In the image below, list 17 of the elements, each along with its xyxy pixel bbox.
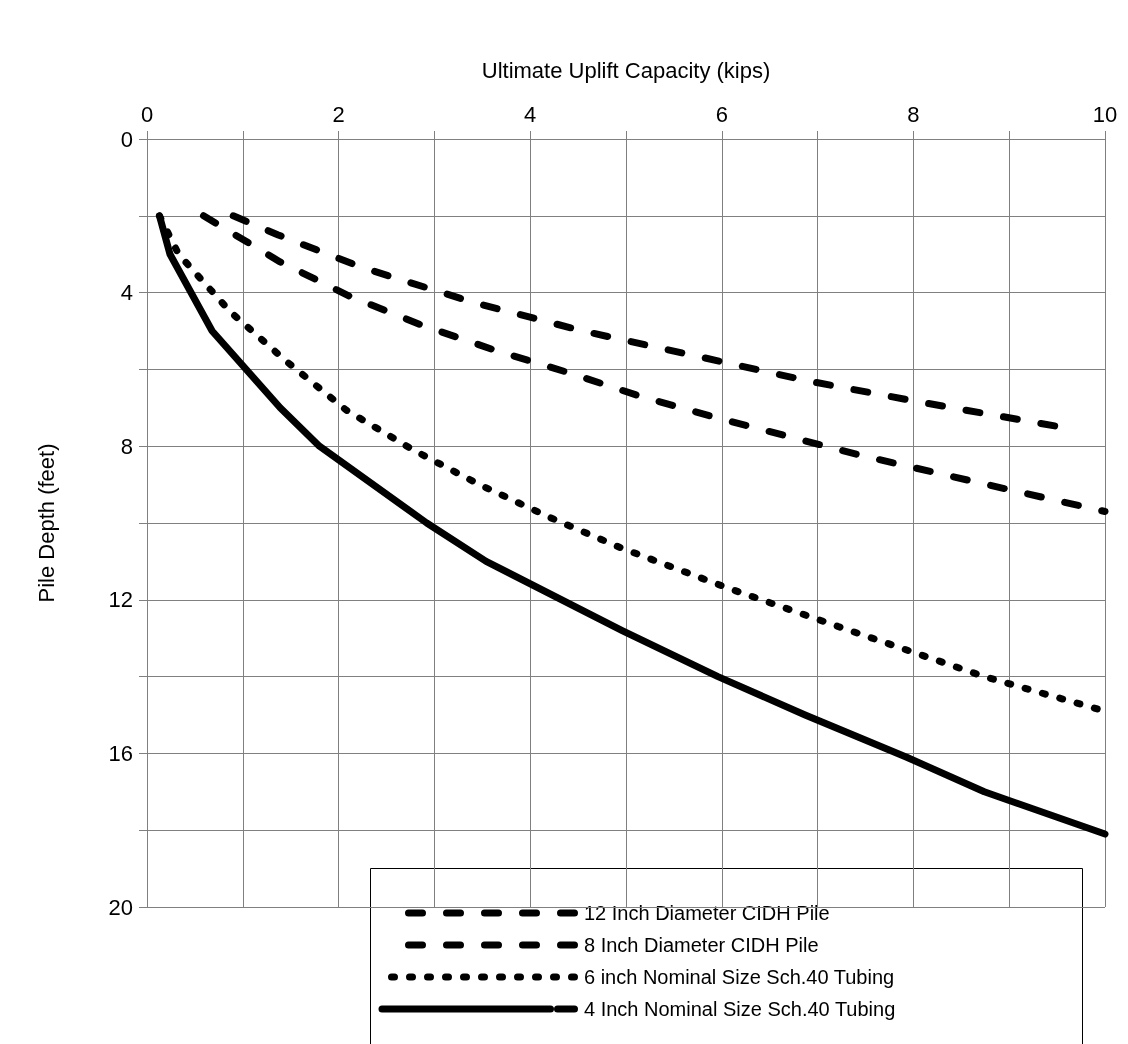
x-tick-label: 10 bbox=[1092, 101, 1118, 127]
y-tick-label: 4 bbox=[120, 280, 133, 306]
y-tick-label: 20 bbox=[108, 894, 133, 920]
y-tick-label: 8 bbox=[120, 433, 133, 459]
y-tick-label: 12 bbox=[108, 587, 133, 613]
x-tick-label: 2 bbox=[332, 101, 345, 127]
x-axis-title: Ultimate Uplift Capacity (kips) bbox=[481, 57, 771, 83]
legend-label: 8 Inch Diameter CIDH Pile bbox=[584, 934, 819, 956]
y-tick-label: 16 bbox=[108, 740, 133, 766]
legend-label: 4 Inch Nominal Size Sch.40 Tubing bbox=[584, 998, 896, 1020]
legend-label: 6 inch Nominal Size Sch.40 Tubing bbox=[584, 966, 895, 988]
y-tick-label: 0 bbox=[120, 126, 133, 152]
x-tick-label: 6 bbox=[715, 101, 728, 127]
x-tick-label: 8 bbox=[907, 101, 920, 127]
y-axis-title: Pile Depth (feet) bbox=[33, 443, 59, 603]
x-tick-label: 0 bbox=[140, 101, 154, 127]
x-tick-label: 4 bbox=[524, 101, 537, 127]
